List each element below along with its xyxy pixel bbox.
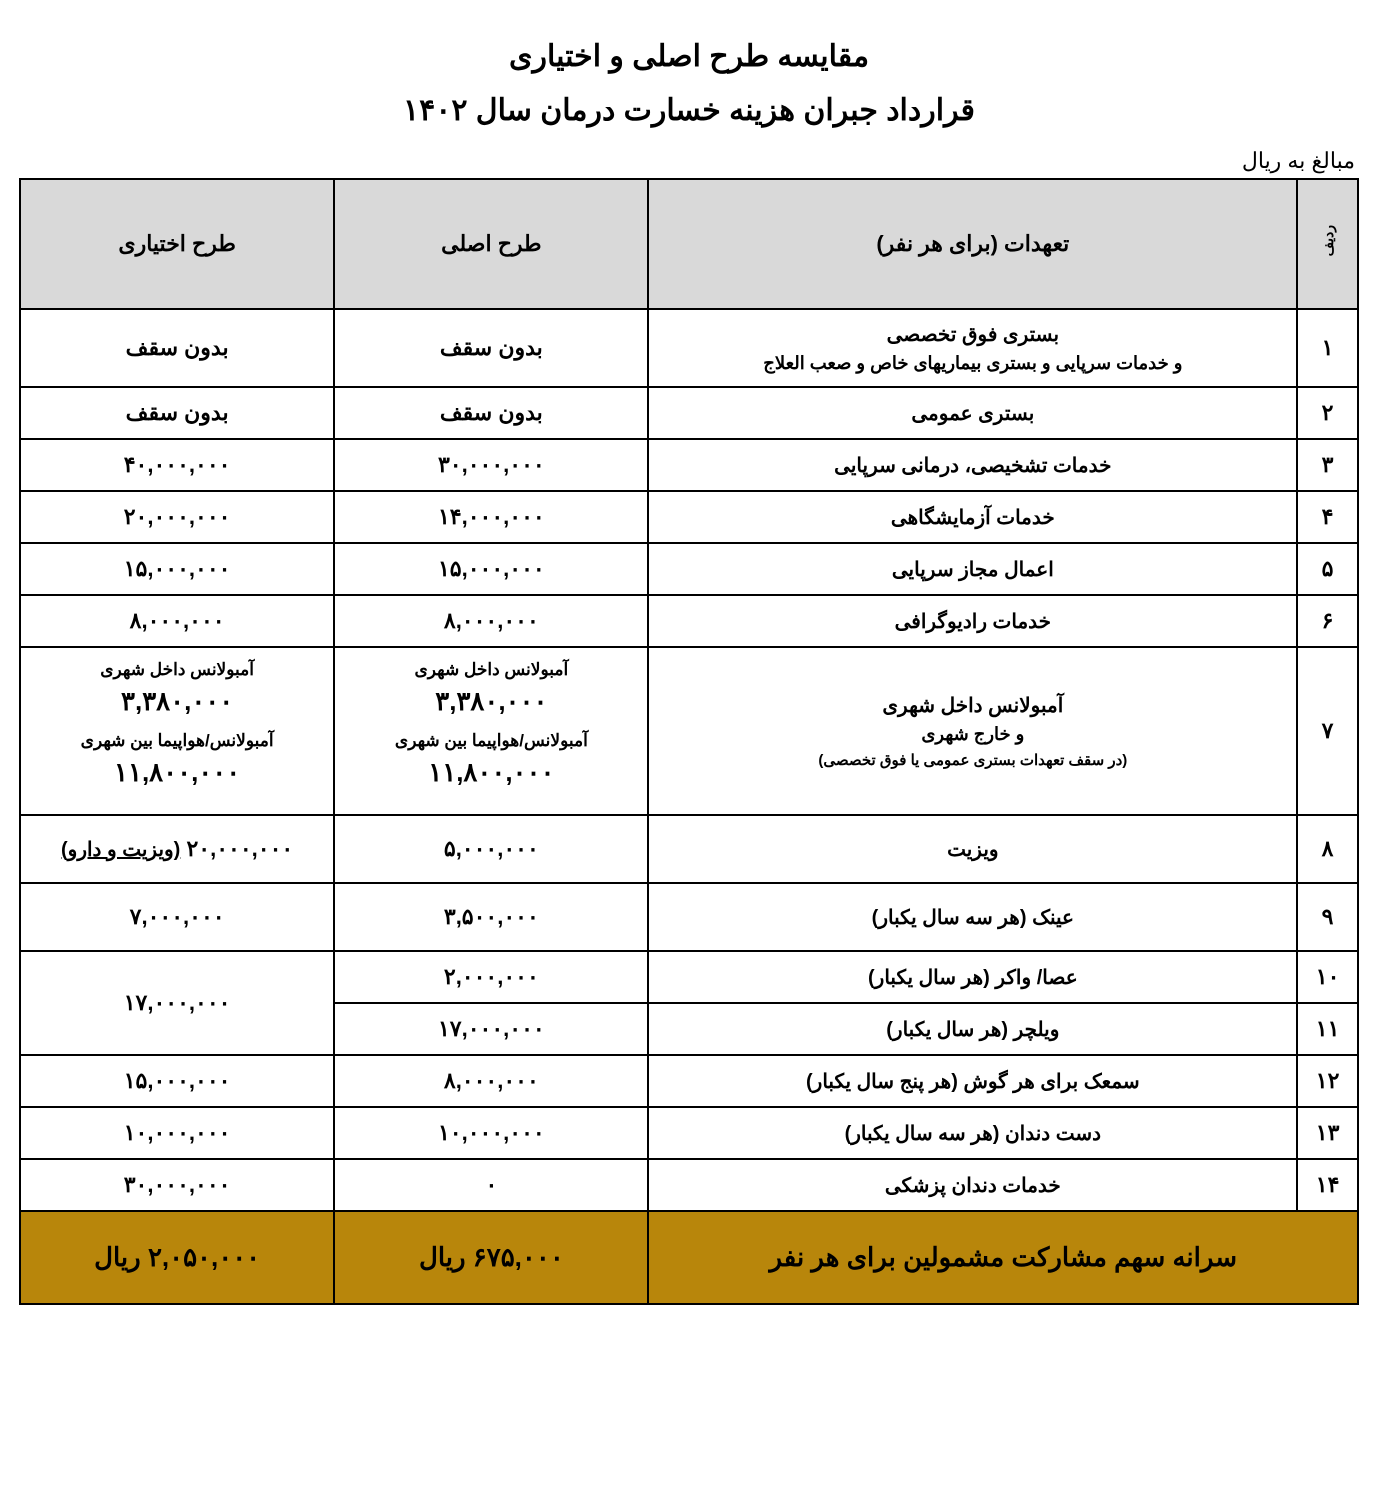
table-row: ۲ بستری عمومی بدون سقف بدون سقف	[20, 387, 1358, 439]
row-desc: سمعک برای هر گوش (هر پنج سال یکبار)	[648, 1055, 1297, 1107]
table-row: ۴ خدمات آزمایشگاهی ۱۴,۰۰۰,۰۰۰ ۲۰,۰۰۰,۰۰۰	[20, 491, 1358, 543]
table-row: ۱۴ خدمات دندان پزشکی ۰ ۳۰,۰۰۰,۰۰۰	[20, 1159, 1358, 1211]
row-index: ۸	[1297, 815, 1358, 883]
title-block: مقایسه طرح اصلی و اختیاری قرارداد جبران …	[19, 30, 1359, 138]
row-main: ۰	[334, 1159, 648, 1211]
row-main: ۸,۰۰۰,۰۰۰	[334, 1055, 648, 1107]
row-index: ۱۱	[1297, 1003, 1358, 1055]
row-index: ۱۴	[1297, 1159, 1358, 1211]
row-opt-value: ۲۰,۰۰۰,۰۰۰	[186, 836, 293, 861]
row-desc-line3: (در سقف تعهدات بستری عمومی یا فوق تخصصی)	[657, 751, 1288, 769]
table-row: ۱۳ دست دندان (هر سه سال یکبار) ۱۰,۰۰۰,۰۰…	[20, 1107, 1358, 1159]
row-main: ۵,۰۰۰,۰۰۰	[334, 815, 648, 883]
row-main: ۳,۵۰۰,۰۰۰	[334, 883, 648, 951]
table-row: ۹ عینک (هر سه سال یکبار) ۳,۵۰۰,۰۰۰ ۷,۰۰۰…	[20, 883, 1358, 951]
row-desc: بستری عمومی	[648, 387, 1297, 439]
row-opt: آمبولانس داخل شهری ۳,۳۸۰,۰۰۰ آمبولانس/هو…	[20, 647, 334, 815]
table-row: ۱۲ سمعک برای هر گوش (هر پنج سال یکبار) ۸…	[20, 1055, 1358, 1107]
currency-note: مبالغ به ریال	[19, 148, 1355, 174]
ambulance-intra-label: آمبولانس داخل شهری	[343, 660, 639, 680]
table-row: ۵ اعمال مجاز سرپایی ۱۵,۰۰۰,۰۰۰ ۱۵,۰۰۰,۰۰…	[20, 543, 1358, 595]
ambulance-inter-main: ۱۱,۸۰۰,۰۰۰	[343, 757, 639, 788]
footer-desc: سرانه سهم مشارکت مشمولین برای هر نفر	[648, 1211, 1358, 1304]
ambulance-intra-label: آمبولانس داخل شهری	[29, 660, 325, 680]
row-opt: بدون سقف	[20, 309, 334, 387]
row-opt-merged: ۱۷,۰۰۰,۰۰۰	[20, 951, 334, 1055]
footer-main: ۶۷۵,۰۰۰ ریال	[334, 1211, 648, 1304]
table-row: ۱ بستری فوق تخصصی و خدمات سرپایی و بستری…	[20, 309, 1358, 387]
row-main: بدون سقف	[334, 387, 648, 439]
row-main: ۱۰,۰۰۰,۰۰۰	[334, 1107, 648, 1159]
row-index: ۴	[1297, 491, 1358, 543]
row-opt: ۱۵,۰۰۰,۰۰۰	[20, 543, 334, 595]
row-opt: بدون سقف	[20, 387, 334, 439]
row-desc: ویزیت	[648, 815, 1297, 883]
col-header-index: ردیف	[1297, 179, 1358, 309]
row-opt: ۴۰,۰۰۰,۰۰۰	[20, 439, 334, 491]
row-index: ۱۳	[1297, 1107, 1358, 1159]
row-opt: ۳۰,۰۰۰,۰۰۰	[20, 1159, 334, 1211]
title-line-2: قرارداد جبران هزینه خسارت درمان سال ۱۴۰۲	[19, 84, 1359, 138]
table-row: ۶ خدمات رادیوگرافی ۸,۰۰۰,۰۰۰ ۸,۰۰۰,۰۰۰	[20, 595, 1358, 647]
footer-opt: ۲,۰۵۰,۰۰۰ ریال	[20, 1211, 334, 1304]
col-header-main: طرح اصلی	[334, 179, 648, 309]
row-desc: اعمال مجاز سرپایی	[648, 543, 1297, 595]
row-main: ۲,۰۰۰,۰۰۰	[334, 951, 648, 1003]
row-opt: ۲۰,۰۰۰,۰۰۰	[20, 491, 334, 543]
page: مقایسه طرح اصلی و اختیاری قرارداد جبران …	[19, 30, 1359, 1305]
row-index: ۳	[1297, 439, 1358, 491]
row-desc: خدمات آزمایشگاهی	[648, 491, 1297, 543]
row-index: ۱۲	[1297, 1055, 1358, 1107]
row-index: ۹	[1297, 883, 1358, 951]
row-index: ۷	[1297, 647, 1358, 815]
col-header-opt: طرح اختیاری	[20, 179, 334, 309]
row-desc-line1: آمبولانس داخل شهری	[657, 693, 1288, 718]
row-index: ۲	[1297, 387, 1358, 439]
row-index: ۱	[1297, 309, 1358, 387]
row-desc: خدمات دندان پزشکی	[648, 1159, 1297, 1211]
row-desc: آمبولانس داخل شهری و خارج شهری (در سقف ت…	[648, 647, 1297, 815]
table-row: ۳ خدمات تشخیصی، درمانی سرپایی ۳۰,۰۰۰,۰۰۰…	[20, 439, 1358, 491]
row-opt: ۸,۰۰۰,۰۰۰	[20, 595, 334, 647]
row-main: آمبولانس داخل شهری ۳,۳۸۰,۰۰۰ آمبولانس/هو…	[334, 647, 648, 815]
row-desc: خدمات تشخیصی، درمانی سرپایی	[648, 439, 1297, 491]
table-row: ۸ ویزیت ۵,۰۰۰,۰۰۰ ۲۰,۰۰۰,۰۰۰ (ویزیت و دا…	[20, 815, 1358, 883]
row-opt: ۷,۰۰۰,۰۰۰	[20, 883, 334, 951]
col-header-desc: تعهدات (برای هر نفر)	[648, 179, 1297, 309]
row-desc-line1: بستری فوق تخصصی	[657, 322, 1288, 347]
row-desc: ویلچر (هر سال یکبار)	[648, 1003, 1297, 1055]
row-main: ۸,۰۰۰,۰۰۰	[334, 595, 648, 647]
row-desc: خدمات رادیوگرافی	[648, 595, 1297, 647]
table-row: ۷ آمبولانس داخل شهری و خارج شهری (در سقف…	[20, 647, 1358, 815]
row-main: ۱۷,۰۰۰,۰۰۰	[334, 1003, 648, 1055]
ambulance-inter-label: آمبولانس/هواپیما بین شهری	[29, 731, 325, 751]
row-desc: عصا/ واکر (هر سال یکبار)	[648, 951, 1297, 1003]
ambulance-inter-label: آمبولانس/هواپیما بین شهری	[343, 731, 639, 751]
row-desc-line2: و خدمات سرپایی و بستری بیماریهای خاص و ص…	[657, 353, 1288, 374]
table-footer-row: سرانه سهم مشارکت مشمولین برای هر نفر ۶۷۵…	[20, 1211, 1358, 1304]
row-opt: ۱۵,۰۰۰,۰۰۰	[20, 1055, 334, 1107]
row-opt: ۱۰,۰۰۰,۰۰۰	[20, 1107, 334, 1159]
row-opt-note: (ویزیت و دارو)	[61, 839, 180, 861]
comparison-table: ردیف تعهدات (برای هر نفر) طرح اصلی طرح ا…	[19, 178, 1359, 1305]
row-main: ۱۴,۰۰۰,۰۰۰	[334, 491, 648, 543]
table-header-row: ردیف تعهدات (برای هر نفر) طرح اصلی طرح ا…	[20, 179, 1358, 309]
row-main: ۳۰,۰۰۰,۰۰۰	[334, 439, 648, 491]
ambulance-intra-main: ۳,۳۸۰,۰۰۰	[343, 686, 639, 717]
row-index: ۵	[1297, 543, 1358, 595]
title-line-1: مقایسه طرح اصلی و اختیاری	[19, 30, 1359, 84]
row-desc: دست دندان (هر سه سال یکبار)	[648, 1107, 1297, 1159]
row-desc: عینک (هر سه سال یکبار)	[648, 883, 1297, 951]
ambulance-intra-opt: ۳,۳۸۰,۰۰۰	[29, 686, 325, 717]
row-index: ۱۰	[1297, 951, 1358, 1003]
row-opt: ۲۰,۰۰۰,۰۰۰ (ویزیت و دارو)	[20, 815, 334, 883]
row-main: بدون سقف	[334, 309, 648, 387]
ambulance-inter-opt: ۱۱,۸۰۰,۰۰۰	[29, 757, 325, 788]
row-desc: بستری فوق تخصصی و خدمات سرپایی و بستری ب…	[648, 309, 1297, 387]
row-desc-line2: و خارج شهری	[657, 724, 1288, 745]
row-index: ۶	[1297, 595, 1358, 647]
table-row: ۱۰ عصا/ واکر (هر سال یکبار) ۲,۰۰۰,۰۰۰ ۱۷…	[20, 951, 1358, 1003]
row-main: ۱۵,۰۰۰,۰۰۰	[334, 543, 648, 595]
col-header-index-label: ردیف	[1320, 225, 1336, 256]
